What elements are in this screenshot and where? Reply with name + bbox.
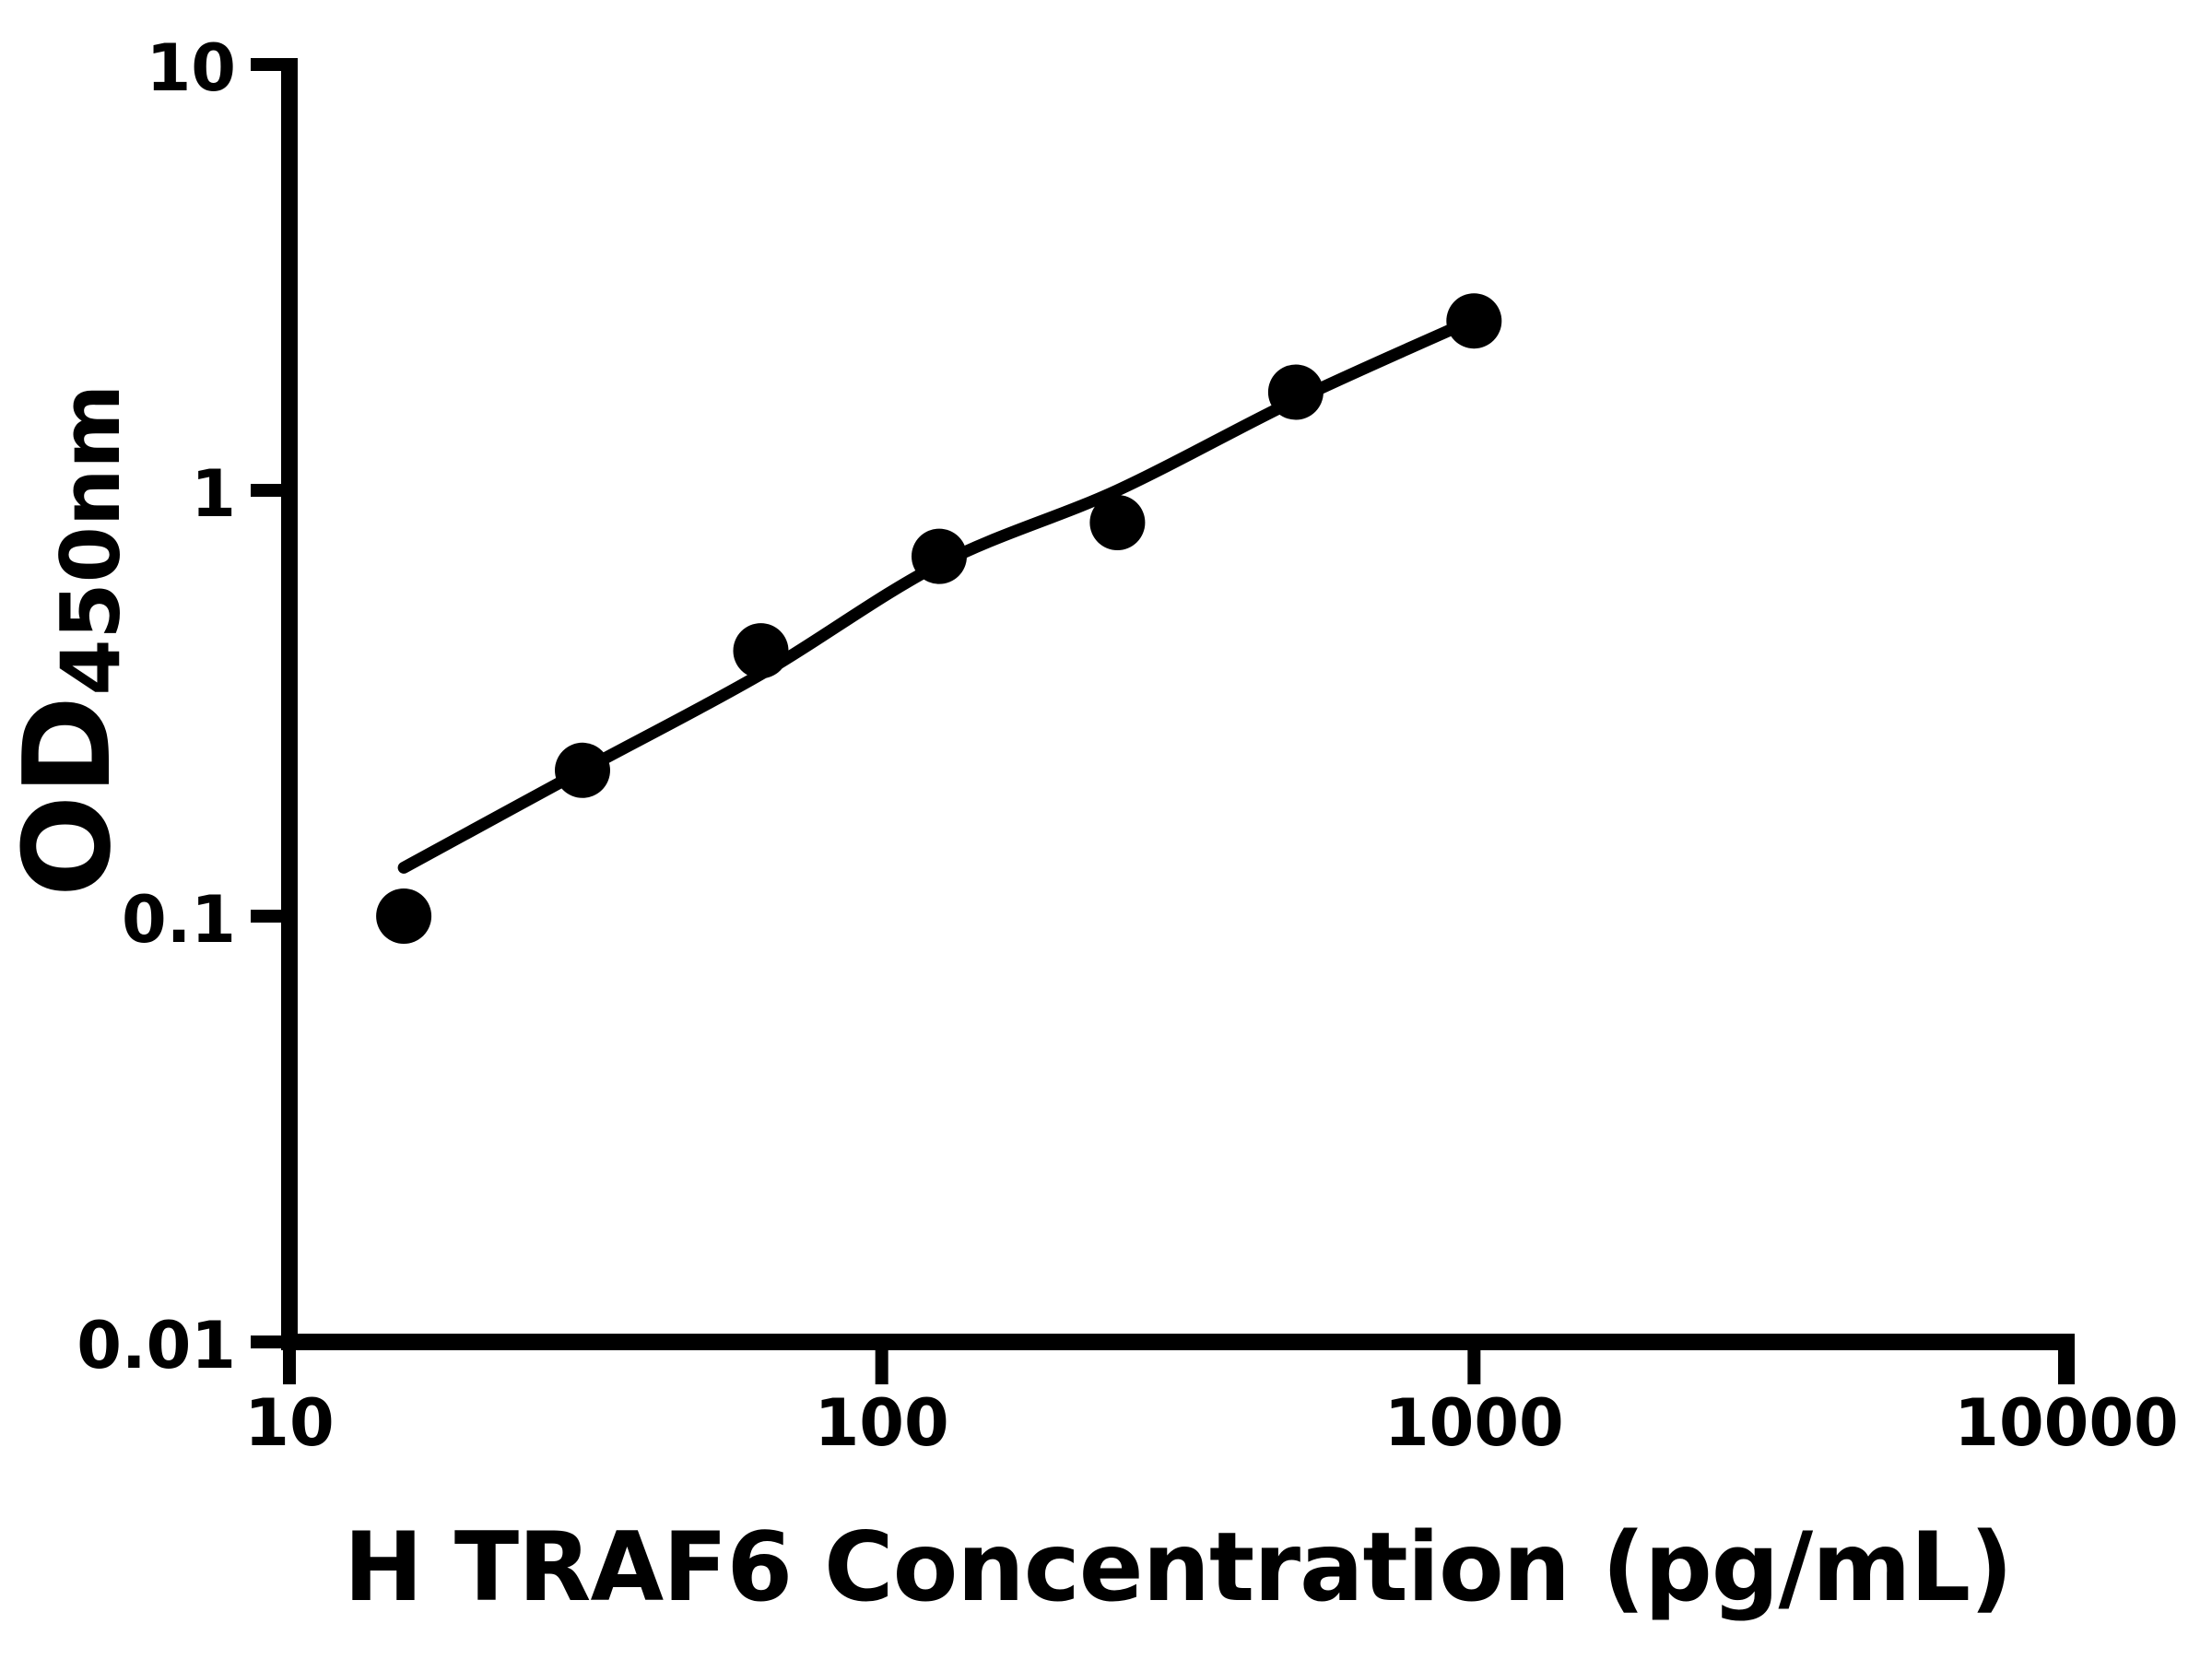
data-point bbox=[733, 623, 789, 679]
y-tick-label: 1 bbox=[191, 456, 236, 532]
data-point bbox=[1446, 293, 1502, 349]
data-point bbox=[555, 742, 610, 798]
x-tick-label: 1000 bbox=[1384, 1385, 1564, 1461]
axes-layer bbox=[251, 58, 2076, 1384]
y-tick-label: 10 bbox=[147, 30, 236, 106]
x-axis-title: H TRAF6 Concentration (pg/mL) bbox=[343, 1512, 2013, 1623]
x-tick-label: 10000 bbox=[1954, 1385, 2179, 1461]
x-tick-label: 100 bbox=[815, 1385, 949, 1461]
data-point bbox=[376, 888, 432, 944]
y-axis-title: OD450nm bbox=[0, 384, 138, 897]
data-point bbox=[1089, 495, 1146, 550]
data-point bbox=[912, 528, 967, 584]
y-axis-title-main: OD bbox=[0, 695, 137, 898]
point-layer bbox=[376, 293, 1502, 944]
y-axis-title-sub: 450nm bbox=[43, 383, 139, 696]
x-tick-label: 10 bbox=[244, 1385, 334, 1461]
y-tick-label: 0.1 bbox=[122, 882, 236, 958]
data-point bbox=[1267, 364, 1324, 420]
y-tick-label: 0.01 bbox=[76, 1308, 236, 1383]
